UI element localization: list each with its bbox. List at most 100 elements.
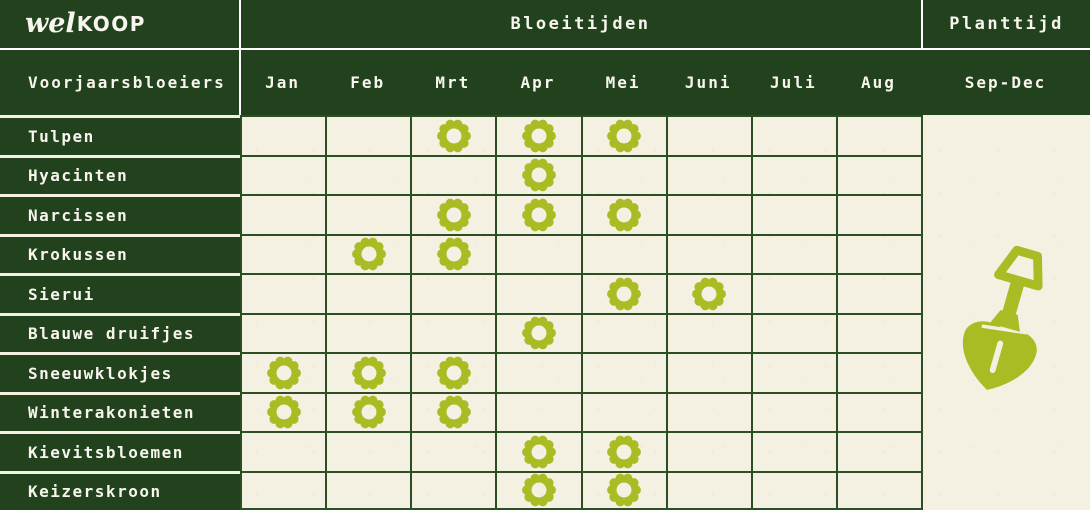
bloom-cell — [580, 391, 666, 431]
bloom-flower-icon — [436, 118, 472, 154]
bloom-cell — [580, 431, 666, 471]
bloom-flower-icon — [436, 197, 472, 233]
bloom-table: Tulpen Hyacinten Narcissen Krokussen Sierui B… — [0, 115, 921, 510]
bloom-cell — [665, 312, 751, 352]
bloom-flower-icon — [436, 394, 472, 430]
month-header-aug: Aug — [860, 73, 896, 92]
bloom-cell — [240, 470, 326, 510]
top-header-band: wel KOOP Bloeitijden Planttijd — [0, 0, 1090, 50]
row-label: Winterakonieten — [0, 391, 240, 431]
bloom-cell — [410, 273, 496, 313]
bloom-cell — [495, 233, 581, 273]
bloom-cell — [240, 273, 326, 313]
bloom-cell — [240, 352, 326, 392]
plant-period-header: Sep-Dec — [964, 73, 1047, 92]
row-label: Tulpen — [0, 115, 240, 155]
bloom-cell — [835, 470, 921, 510]
bloom-cell — [325, 391, 411, 431]
bloom-cell — [240, 115, 326, 155]
bloom-cell — [495, 470, 581, 510]
bloom-cell — [325, 154, 411, 194]
row-label: Kievitsbloemen — [0, 431, 240, 471]
bloom-cell — [835, 431, 921, 471]
bloom-cell — [580, 273, 666, 313]
bloom-cell — [240, 233, 326, 273]
bloom-cell — [835, 115, 921, 155]
bloom-cell — [835, 194, 921, 234]
month-header-mei: Mei — [605, 73, 641, 92]
bloom-flower-icon — [436, 236, 472, 272]
bloom-cell — [835, 233, 921, 273]
bloom-cell — [410, 352, 496, 392]
header-vertical-divider — [239, 0, 241, 115]
plant-period-column — [921, 115, 1090, 510]
planttijd-header: Planttijd — [921, 0, 1090, 48]
month-header-band: Voorjaarsbloeiers Jan Feb Mrt Apr Mei Juni Jul… — [0, 50, 1090, 115]
bloom-cell — [495, 154, 581, 194]
bloom-cell — [835, 273, 921, 313]
bloom-cell — [750, 233, 836, 273]
bloom-cell — [750, 154, 836, 194]
bloom-cell — [495, 312, 581, 352]
bloom-cell — [325, 312, 411, 352]
bloom-cell — [580, 470, 666, 510]
bloom-cell — [240, 431, 326, 471]
bloom-flower-icon — [351, 355, 387, 391]
bloom-cell — [410, 115, 496, 155]
month-headers: Jan Feb Mrt Apr Mei Juni Juli Aug — [240, 50, 921, 115]
bloom-cell — [835, 312, 921, 352]
month-header-apr: Apr — [520, 73, 556, 92]
bloom-cell — [580, 312, 666, 352]
bloom-cell — [665, 352, 751, 392]
month-header-feb: Feb — [350, 73, 386, 92]
bloom-cell — [580, 352, 666, 392]
bloom-cell — [410, 194, 496, 234]
bloom-cell — [410, 431, 496, 471]
bloom-flower-icon — [606, 434, 642, 470]
bloom-flower-icon — [351, 236, 387, 272]
bloom-flower-icon — [521, 118, 557, 154]
welkoop-logo: wel KOOP — [0, 0, 240, 48]
logo-caps-text: KOOP — [76, 12, 146, 36]
bloom-cell — [665, 233, 751, 273]
bloom-flower-icon — [521, 434, 557, 470]
bloom-cell — [750, 352, 836, 392]
bloom-cell — [750, 115, 836, 155]
bloom-cell — [240, 312, 326, 352]
bloom-flower-icon — [606, 118, 642, 154]
logo-script-text: wel — [25, 7, 76, 39]
bloom-cell — [580, 233, 666, 273]
shovel-icon — [962, 245, 1043, 390]
bloom-cell — [835, 391, 921, 431]
bloom-cell — [410, 470, 496, 510]
bloom-cell — [410, 391, 496, 431]
bloom-cell — [750, 312, 836, 352]
bloom-cell — [240, 391, 326, 431]
bloom-cell — [665, 391, 751, 431]
row-label: Keizerskroon — [0, 470, 240, 510]
bloom-cell — [835, 154, 921, 194]
bloom-cell — [835, 352, 921, 392]
bloom-cell — [325, 352, 411, 392]
bloom-cell — [410, 312, 496, 352]
month-header-juni: Juni — [684, 73, 732, 92]
bloom-flower-icon — [691, 276, 727, 312]
bloom-flower-icon — [521, 472, 557, 508]
bloom-cell — [665, 431, 751, 471]
bloom-cell — [325, 194, 411, 234]
bloom-cell — [750, 391, 836, 431]
bloom-cell — [410, 154, 496, 194]
bloom-flower-icon — [436, 355, 472, 391]
bloom-cell — [495, 352, 581, 392]
bloom-flower-icon — [266, 394, 302, 430]
bloom-flower-icon — [521, 197, 557, 233]
bloom-cell — [750, 273, 836, 313]
bloom-cell — [750, 431, 836, 471]
bloom-cell — [240, 194, 326, 234]
row-label: Sneeuwklokjes — [0, 352, 240, 392]
bloom-cell — [580, 154, 666, 194]
bloom-cell — [325, 470, 411, 510]
bloom-cell — [240, 154, 326, 194]
row-label: Hyacinten — [0, 154, 240, 194]
